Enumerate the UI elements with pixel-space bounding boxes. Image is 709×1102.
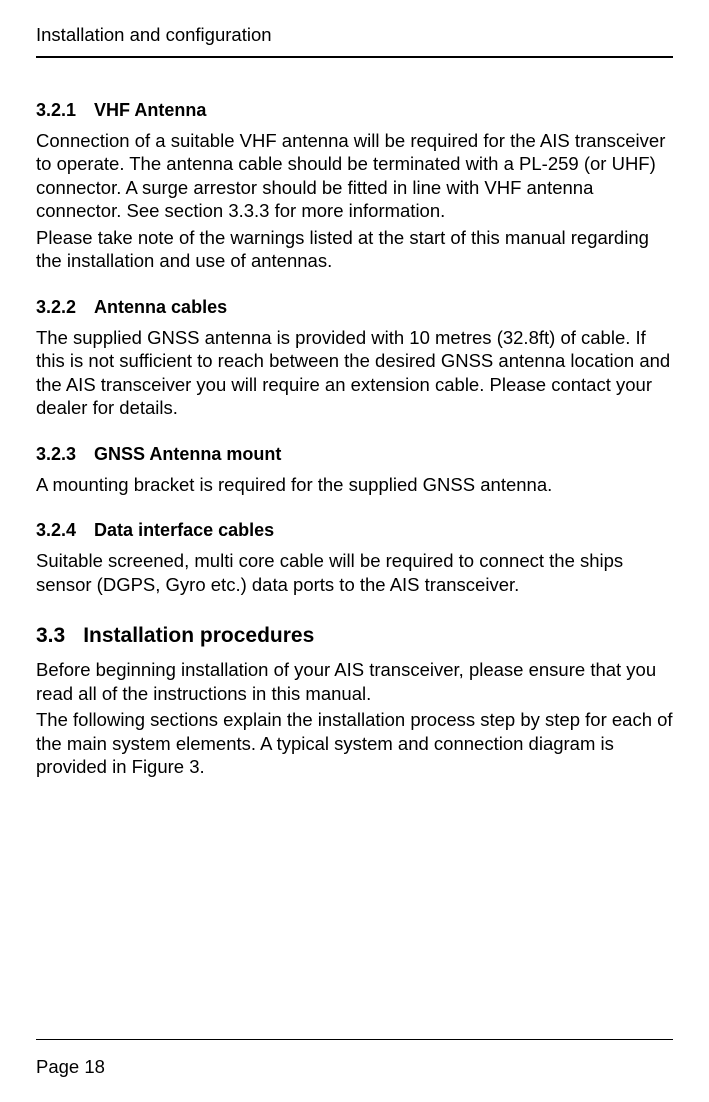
section-number: 3.3 [36,624,65,648]
subsection-number: 3.2.2 [36,297,76,318]
page-header: Installation and configuration [36,24,673,58]
section-heading-33: 3.3 Installation procedures [36,624,673,648]
body-paragraph: Before beginning installation of your AI… [36,658,673,705]
page-footer: Page 18 [36,1039,673,1078]
header-title: Installation and configuration [36,24,272,45]
subsection-number: 3.2.1 [36,100,76,121]
body-paragraph: The following sections explain the insta… [36,708,673,778]
subsection-title: GNSS Antenna mount [94,444,281,464]
subsection-title: Data interface cables [94,520,274,540]
subsection-number: 3.2.4 [36,520,76,541]
subsection-title: Antenna cables [94,297,227,317]
subsection-heading-324: 3.2.4 Data interface cables [36,520,673,541]
body-paragraph: Please take note of the warnings listed … [36,226,673,273]
body-paragraph: Suitable screened, multi core cable will… [36,549,673,596]
subsection-number: 3.2.3 [36,444,76,465]
body-paragraph: Connection of a suitable VHF antenna wil… [36,129,673,223]
subsection-heading-323: 3.2.3 GNSS Antenna mount [36,444,673,465]
body-paragraph: A mounting bracket is required for the s… [36,473,673,496]
subsection-heading-321: 3.2.1 VHF Antenna [36,100,673,121]
section-title: Installation procedures [83,624,314,647]
subsection-heading-322: 3.2.2 Antenna cables [36,297,673,318]
page-number: Page 18 [36,1056,105,1077]
subsection-title: VHF Antenna [94,100,206,120]
body-paragraph: The supplied GNSS antenna is provided wi… [36,326,673,420]
